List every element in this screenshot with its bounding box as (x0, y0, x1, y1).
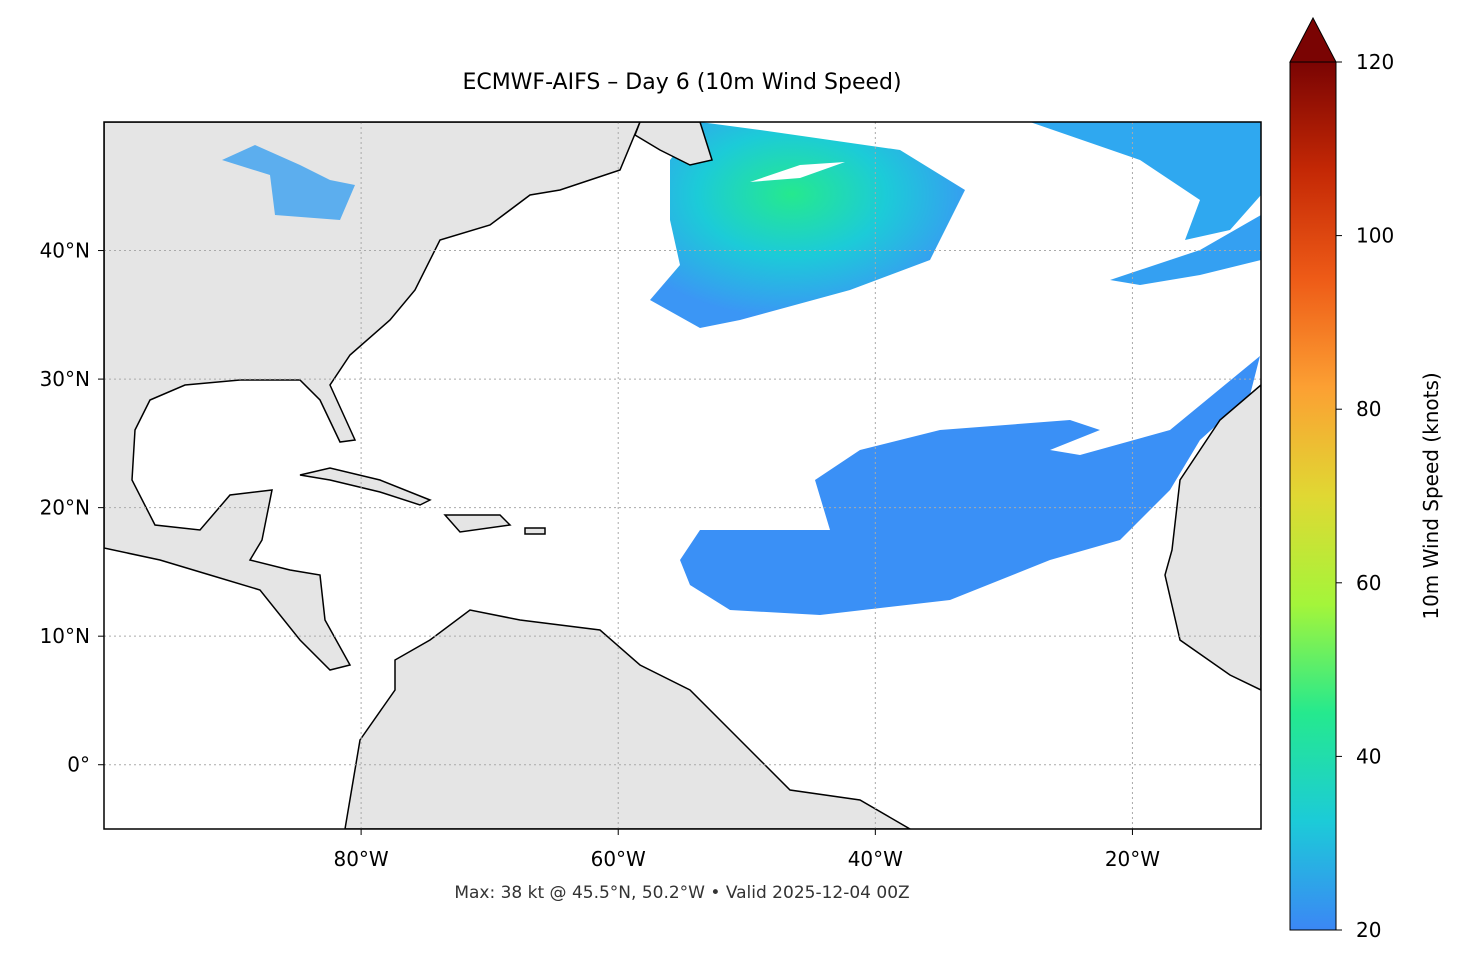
land (634, 122, 713, 166)
wind-field (750, 162, 845, 182)
land (299, 467, 432, 506)
x-tick-label: 60°W (591, 847, 646, 871)
wind-field (680, 356, 1260, 615)
land (104, 122, 641, 671)
y-tick-label: 30°N (40, 367, 90, 391)
y-tick-label: 10°N (40, 624, 90, 648)
colorbar-tick-label: 120 (1356, 50, 1394, 74)
land (524, 527, 546, 535)
wind-field (650, 122, 965, 328)
land (443, 514, 512, 533)
y-tick-label: 40°N (40, 239, 90, 263)
colorbar-tick-label: 20 (1356, 918, 1381, 942)
colorbar-tick-label: 60 (1356, 571, 1381, 595)
y-tick-label: 0° (67, 753, 90, 777)
colorbar-tick-label: 40 (1356, 744, 1381, 768)
wind-field (1030, 122, 1261, 240)
colorbar (1289, 61, 1337, 931)
x-tick-label: 40°W (848, 847, 903, 871)
x-tick-label: 20°W (1105, 847, 1160, 871)
map-frame (103, 121, 1262, 830)
colorbar-extend (1289, 16, 1337, 63)
land (344, 609, 912, 829)
map (104, 122, 1261, 829)
lakes (222, 145, 355, 220)
footer-note: Max: 38 kt @ 45.5°N, 50.2°W • Valid 2025… (454, 883, 909, 903)
colorbar-label: 10m Wind Speed (knots) (1419, 372, 1443, 619)
wind-field (1110, 215, 1261, 285)
chart-title: ECMWF-AIFS – Day 6 (10m Wind Speed) (462, 70, 901, 95)
colorbar-tick-label: 100 (1356, 224, 1394, 248)
land (1164, 384, 1261, 691)
y-tick-label: 20°N (40, 496, 90, 520)
x-tick-label: 80°W (333, 847, 388, 871)
colorbar-tick-label: 80 (1356, 397, 1381, 421)
